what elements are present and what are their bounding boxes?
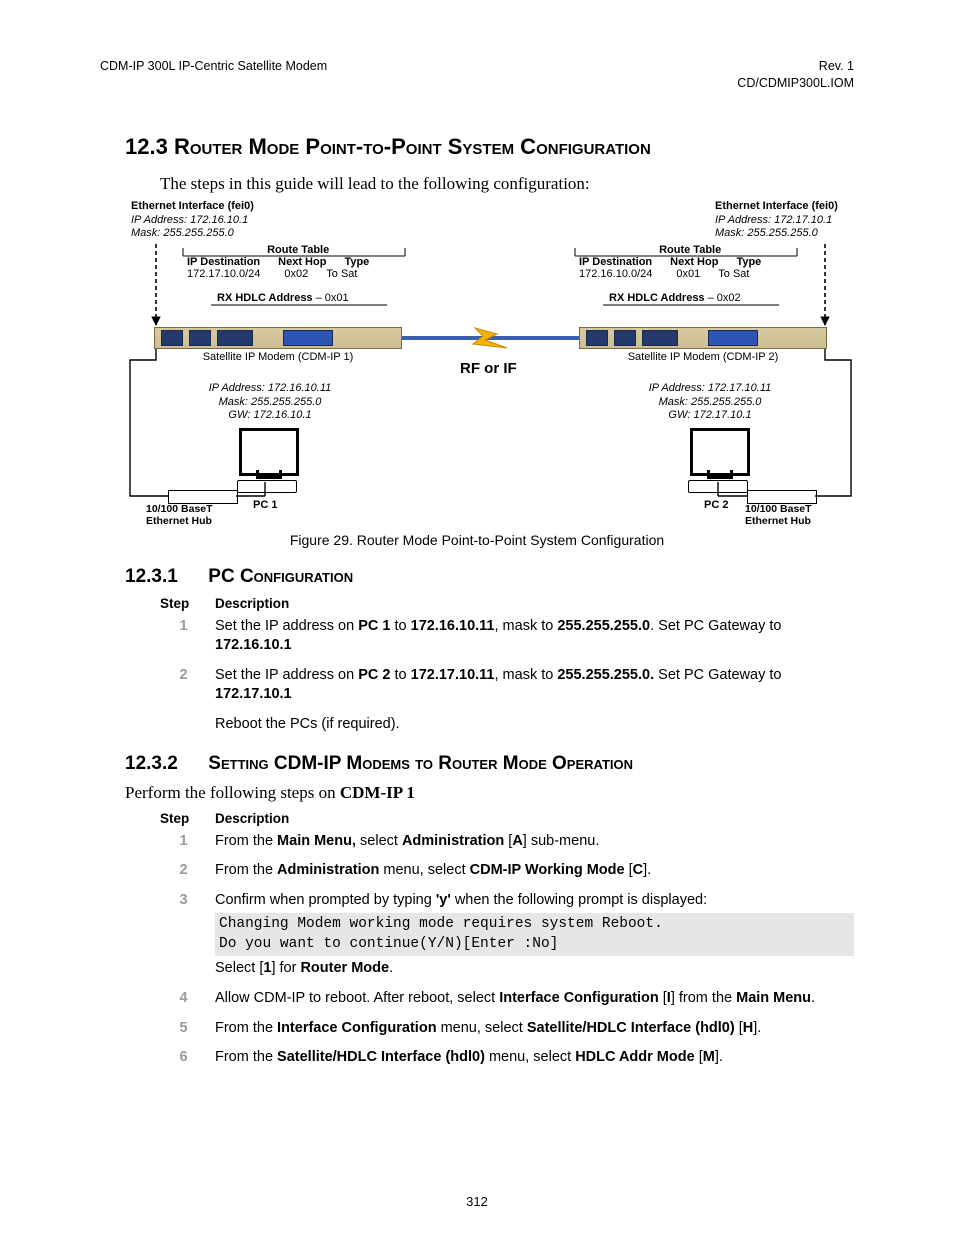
left-modem-label: Satellite IP Modem (CDM-IP 1) [154,351,402,363]
right-modem-label: Satellite IP Modem (CDM-IP 2) [579,351,827,363]
right-keyboard-icon [688,480,748,493]
left-hub-label: 10/100 BaseTEthernet Hub [146,503,213,527]
right-hdlc: RX HDLC Address – 0x02 [609,292,741,304]
left-modem [154,327,402,349]
step-1231-2: Set the IP address on PC 2 to 172.17.10.… [215,666,854,705]
intro-1232: Perform the following steps on CDM-IP 1 [125,783,854,803]
subsection-1232: 12.3.2 Setting CDM-IP Modems to Router M… [125,753,854,775]
step-1231-reboot: Reboot the PCs (if required). [215,715,854,735]
section-heading: 12.3 Router Mode Point-to-Point System C… [125,134,854,160]
step-header-2: StepDescription [160,811,854,826]
left-keyboard-icon [237,480,297,493]
figure-caption: Figure 29. Router Mode Point-to-Point Sy… [100,532,854,548]
step-1232-3: Confirm when prompted by typing 'y' when… [215,891,854,979]
step-1232-4: Allow CDM-IP to reboot. After reboot, se… [215,989,854,1009]
step-header: StepDescription [160,596,854,611]
left-pc-label: PC 1 [253,499,277,511]
right-iface: Ethernet Interface (fei0) IP Address: 17… [715,200,838,241]
page-number: 312 [0,1194,954,1209]
page-header: CDM-IP 300L IP-Centric Satellite Modem R… [100,58,854,92]
header-right: Rev. 1 CD/CDMIP300L.IOM [737,58,854,92]
subsection-1231: 12.3.1 PC Configuration [125,566,854,588]
intro-text: The steps in this guide will lead to the… [160,174,854,194]
left-iface: Ethernet Interface (fei0) IP Address: 17… [131,200,254,241]
steps-1231: 1 Set the IP address on PC 1 to 172.16.1… [160,617,854,735]
left-hub-icon [168,490,238,504]
step-1232-6: From the Satellite/HDLC Interface (hdl0)… [215,1048,854,1068]
right-modem [579,327,827,349]
rf-if-label: RF or IF [460,360,517,377]
right-monitor-icon [690,428,750,476]
step-1232-5: From the Interface Configuration menu, s… [215,1019,854,1039]
step-1231-1: Set the IP address on PC 1 to 172.16.10.… [215,617,854,656]
network-diagram: Ethernet Interface (fei0) IP Address: 17… [125,200,854,524]
left-monitor-icon [239,428,299,476]
left-hdlc: RX HDLC Address – 0x01 [217,292,349,304]
section-number: 12.3 [125,134,168,159]
right-hub-label: 10/100 BaseTEthernet Hub [745,503,812,527]
right-pc-label: PC 2 [704,499,728,511]
header-left: CDM-IP 300L IP-Centric Satellite Modem [100,58,327,92]
header-rev: Rev. 1 [737,58,854,75]
left-route-table: Route Table IP DestinationNext HopType 1… [187,244,369,280]
left-pc-addr: IP Address: 172.16.10.11 Mask: 255.255.2… [185,382,355,423]
step-1232-1: From the Main Menu, select Administratio… [215,832,854,852]
steps-1232: 1 From the Main Menu, select Administrat… [160,832,854,1068]
right-hub-icon [747,490,817,504]
page: CDM-IP 300L IP-Centric Satellite Modem R… [0,0,954,1235]
right-pc-addr: IP Address: 172.17.10.11 Mask: 255.255.2… [625,382,795,423]
header-doc: CD/CDMIP300L.IOM [737,75,854,92]
right-route-table: Route Table IP DestinationNext HopType 1… [579,244,761,280]
code-block: Changing Modem working mode requires sys… [215,913,854,956]
section-title: Router Mode Point-to-Point System Config… [174,134,651,159]
step-1232-2: From the Administration menu, select CDM… [215,861,854,881]
